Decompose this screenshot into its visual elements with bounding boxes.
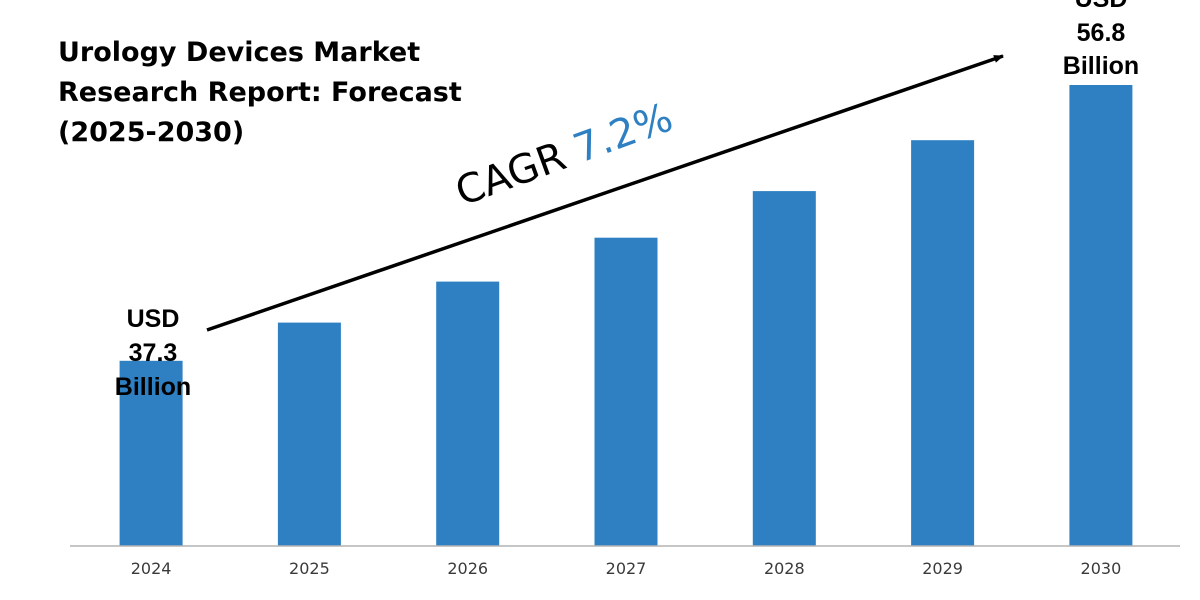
- x-axis-tick-labels: 2024 2025 2026 2027 2028 2029 2030: [131, 559, 1122, 578]
- x-tick-label-2026: 2026: [447, 559, 488, 578]
- end-callout-line-3: Billion: [1063, 52, 1139, 80]
- start-callout-line-3: Billion: [115, 373, 191, 401]
- bar-2027: [594, 237, 658, 546]
- bars: [119, 85, 1133, 546]
- end-callout-line-1: USD: [1075, 0, 1128, 13]
- x-tick-label-2030: 2030: [1081, 559, 1122, 578]
- bar-2028: [752, 191, 816, 546]
- x-tick-label-2028: 2028: [764, 559, 805, 578]
- x-tick-label-2024: 2024: [131, 559, 172, 578]
- bar-2026: [436, 281, 500, 546]
- x-tick-label-2027: 2027: [606, 559, 647, 578]
- chart-title-line-3: (2025-2030): [58, 117, 244, 148]
- growth-arrow: [206, 54, 1004, 332]
- end-callout-line-2: 56.8: [1077, 19, 1126, 47]
- bar-2025: [277, 322, 341, 546]
- start-callout-line-1: USD: [127, 305, 180, 333]
- x-tick-label-2025: 2025: [289, 559, 330, 578]
- bar-2024: [119, 360, 183, 546]
- x-tick-label-2029: 2029: [922, 559, 963, 578]
- cagr-annotation: CAGR7.2%: [450, 95, 679, 216]
- bar-2030: [1069, 85, 1133, 546]
- cagr-value: 7.2%: [568, 95, 679, 173]
- bar-2029: [911, 140, 975, 546]
- chart-title-line-2: Research Report: Forecast: [58, 77, 462, 108]
- cagr-label: CAGR: [450, 133, 572, 215]
- chart-title-line-1: Urology Devices Market: [58, 37, 420, 68]
- start-callout-line-2: 37.3: [129, 339, 178, 367]
